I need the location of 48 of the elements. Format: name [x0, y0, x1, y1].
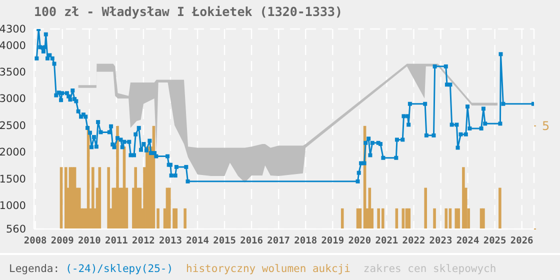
x-tick-label: 2013	[159, 236, 182, 247]
x-tick-label: 2011	[104, 236, 128, 247]
y-tick-label: 1500	[0, 173, 26, 186]
y-tick-label: 3000	[0, 93, 26, 106]
x-tick-label: 2021	[375, 236, 398, 247]
x-tick-label: 2023	[429, 236, 452, 247]
y-tick-label: 4000	[0, 40, 26, 52]
x-tick-label: 2026	[510, 236, 534, 247]
y-tick-label: 560	[6, 224, 26, 236]
bar	[134, 167, 138, 229]
bar	[92, 167, 94, 229]
bar	[457, 208, 460, 229]
bar	[482, 208, 485, 229]
x-tick-label: 2017	[267, 236, 290, 247]
bar	[184, 208, 186, 229]
y-tick-label: 2000	[0, 146, 26, 159]
legend-title: Legenda:	[9, 262, 60, 274]
bar	[107, 167, 110, 229]
x-tick-label: 2024	[456, 236, 480, 247]
y-tick-label: 2500	[0, 120, 26, 132]
x-tick-label: 2015	[213, 236, 236, 247]
y2-tick-label: 5	[542, 119, 550, 134]
x-tick-label: 2022	[402, 236, 426, 247]
bar	[174, 208, 178, 229]
x-tick-label: 2010	[78, 236, 102, 247]
x-tick-label: 2020	[348, 236, 372, 247]
x-tick-label: 2009	[50, 236, 74, 247]
y-tick-label: 4300	[0, 24, 26, 36]
x-tick-label: 2018	[294, 236, 318, 247]
text: historyczny wolumen aukcji	[186, 262, 350, 274]
x-tick-label: 2025	[483, 236, 507, 247]
bar	[433, 208, 436, 229]
bar	[444, 208, 448, 229]
bar	[408, 208, 411, 229]
bar	[116, 126, 119, 229]
x-tick-label: 2014	[186, 236, 210, 247]
bar	[462, 167, 465, 229]
bar	[498, 188, 502, 229]
y-tick-label: 3500	[0, 66, 26, 79]
y-tick-label: 1000	[0, 200, 26, 212]
x-tick-label: 2016	[240, 236, 264, 247]
text: (-24)/sklepy(25-)	[66, 262, 174, 274]
x-tick-label: 2019	[321, 236, 344, 247]
bar	[424, 188, 428, 229]
bar	[340, 208, 344, 229]
x-tick-label: 2012	[132, 236, 155, 247]
chart-title: 100 zł - Władysław I Łokietek (1320-1333)	[34, 4, 343, 19]
x-tick-label: 2008	[24, 236, 48, 247]
